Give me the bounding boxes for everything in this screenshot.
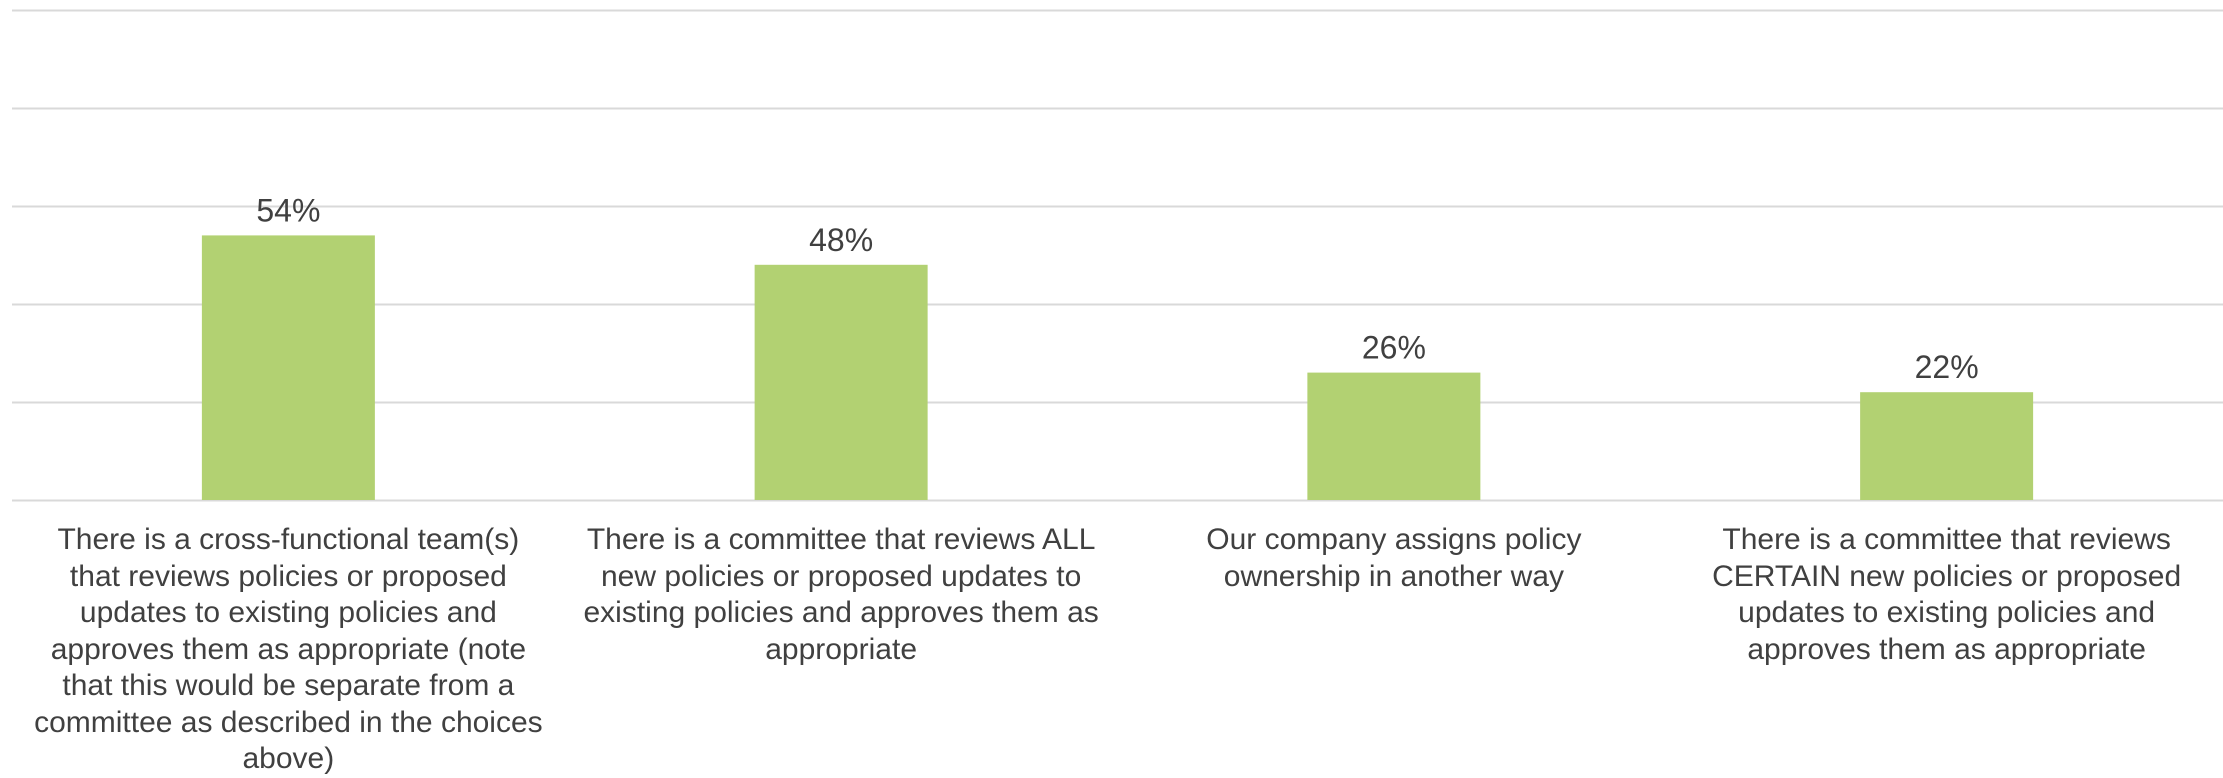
- category-label-another-way: Our company assigns policy ownership in …: [1206, 523, 1582, 593]
- bar-2: [1307, 372, 1481, 500]
- gridlines: [12, 9, 2223, 502]
- data-label-2: 26%: [1362, 330, 1426, 366]
- data-label-3: 22%: [1915, 349, 1979, 385]
- data-labels: 54% 48% 26% 22%: [256, 192, 1978, 385]
- bar-0: [201, 235, 375, 500]
- data-label-1: 48%: [809, 222, 873, 258]
- category-label-cross-functional-team: There is a cross-functional team(s) that…: [34, 523, 543, 775]
- category-label-committee-certain: There is a committee that reviews CERTAI…: [1712, 523, 2182, 666]
- data-label-0: 54%: [256, 192, 320, 228]
- category-label-committee-all: There is a committee that reviews ALL ne…: [583, 523, 1099, 666]
- bar-3: [1860, 392, 2034, 500]
- bar-1: [754, 264, 928, 500]
- bars: [201, 235, 2034, 500]
